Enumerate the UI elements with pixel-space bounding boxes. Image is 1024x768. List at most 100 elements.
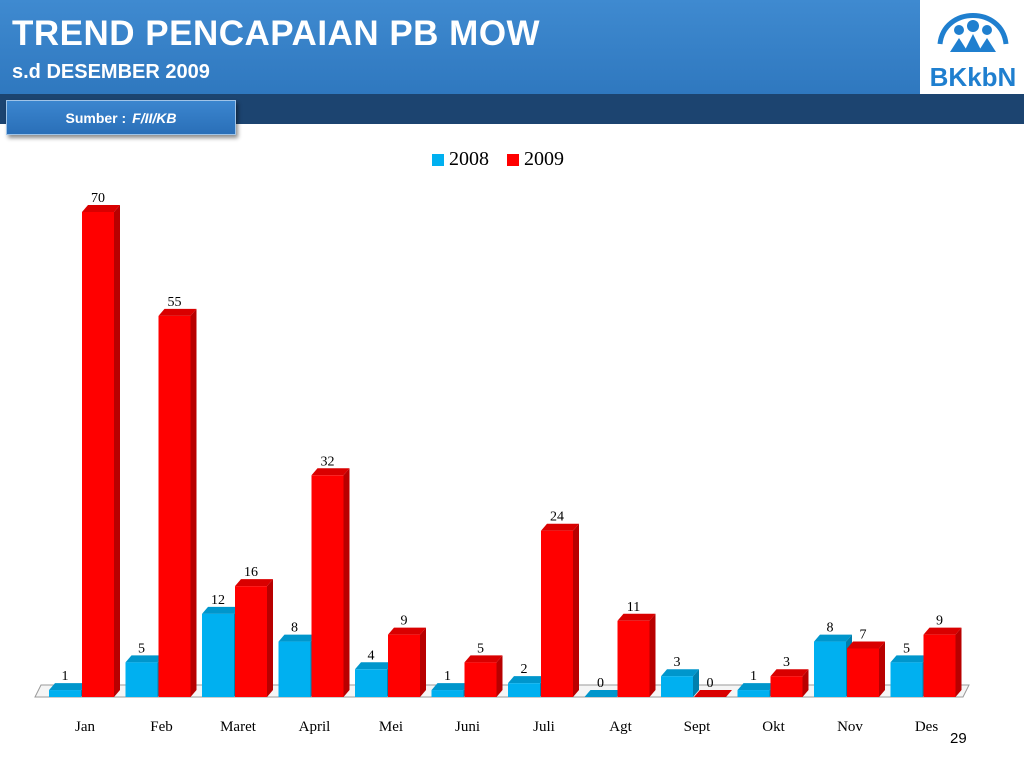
bkkbn-logo: BKkbN — [922, 0, 1024, 94]
legend-label-2009: 2009 — [524, 148, 564, 170]
source-label: Sumber : — [65, 109, 127, 126]
data-label-2008-mei: 4 — [368, 648, 375, 663]
bar-2009-mei-top — [388, 627, 426, 635]
bar-2009-juni-side — [496, 655, 503, 697]
bar-2009-sept-top — [694, 690, 732, 697]
bar-2009-feb-top — [158, 308, 197, 316]
bar-2008-maret-top — [202, 606, 240, 614]
bar-2009-maret — [235, 586, 267, 697]
bar-2008-okt — [737, 690, 770, 697]
bar-2009-okt-side — [802, 669, 809, 697]
x-tick-label-okt: Okt — [762, 719, 785, 735]
bar-2009-juni-top — [464, 655, 503, 663]
bar-2008-agt-top — [584, 690, 623, 697]
bar-2009-jan-top — [82, 205, 120, 212]
data-label-2009-maret: 16 — [244, 565, 258, 580]
bar-2008-okt-top — [737, 683, 776, 691]
page-number: 29 — [950, 730, 967, 747]
data-label-2009-nov: 7 — [860, 628, 867, 643]
bar-2009-juni — [464, 662, 497, 697]
bar-2009-nov-side — [879, 641, 885, 697]
bar-2008-mei-top — [355, 662, 393, 670]
bar-2008-feb-top — [125, 655, 164, 663]
bar-2009-april — [311, 475, 344, 697]
bar-2008-maret — [202, 613, 234, 697]
data-label-2008-nov: 8 — [827, 621, 834, 636]
data-label-2008-juni: 1 — [444, 669, 451, 684]
data-label-2009-juni: 5 — [477, 641, 484, 656]
bar-2008-april-top — [278, 634, 317, 642]
data-label-2008-okt: 1 — [750, 669, 757, 684]
bar-2009-agt-side — [649, 613, 656, 697]
bar-2008-des-top — [890, 655, 929, 663]
chart-legend: 2008 2009 — [432, 148, 564, 171]
bar-2008-april — [278, 641, 311, 697]
bar-2009-des-top — [923, 627, 962, 635]
bar-2009-nov-top — [847, 641, 885, 649]
data-label-2009-sept: 0 — [707, 676, 714, 691]
bar-2009-mei-side — [420, 627, 426, 697]
family-logo-icon: BKkbN — [930, 13, 1017, 92]
data-label-2009-april: 32 — [321, 454, 335, 469]
bar-2008-nov — [814, 641, 846, 697]
data-label-2008-agt: 0 — [597, 676, 604, 691]
data-label-2008-des: 5 — [903, 641, 910, 656]
bar-2009-des-side — [955, 627, 962, 697]
page-title: TREND PENCAPAIAN PB MOW — [12, 14, 541, 53]
data-label-2009-feb: 55 — [168, 295, 182, 310]
data-label-2008-april: 8 — [291, 621, 298, 636]
bar-2009-feb-side — [190, 308, 197, 697]
x-tick-label-april: April — [299, 719, 331, 735]
x-tick-label-des: Des — [915, 719, 938, 735]
bar-2008-jan — [49, 690, 81, 697]
bar-2009-agt-top — [617, 613, 656, 621]
legend-swatch-2008 — [432, 153, 444, 166]
bar-2009-maret-top — [235, 579, 273, 587]
bar-2009-jan-side — [114, 205, 120, 697]
bar-2009-jan — [82, 212, 114, 697]
bar-2009-juli-side — [573, 523, 579, 697]
page-subtitle: s.d DESEMBER 2009 — [12, 61, 210, 83]
legend-label-2008: 2008 — [449, 148, 489, 170]
logo-text: BKkbN — [930, 62, 1017, 92]
bar-2009-april-side — [343, 468, 350, 697]
bar-2008-mei — [355, 669, 387, 697]
bar-2008-feb — [125, 662, 158, 697]
x-tick-label-nov: Nov — [837, 719, 863, 735]
x-tick-label-jan: Jan — [75, 719, 95, 735]
bar-2008-jan-top — [49, 683, 87, 691]
legend-item-2009: 2009 — [507, 148, 564, 171]
bar-2008-sept — [661, 676, 693, 697]
data-label-2008-maret: 12 — [211, 593, 225, 608]
x-tick-label-feb: Feb — [150, 719, 173, 735]
bar-2009-okt-top — [770, 669, 809, 677]
bar-2009-juli-top — [541, 523, 579, 531]
x-tick-label-mei: Mei — [379, 719, 403, 735]
data-label-2009-mei: 9 — [401, 614, 408, 629]
data-label-2008-feb: 5 — [138, 641, 145, 656]
bar-2009-nov — [847, 648, 879, 697]
source-box: Sumber : F/II/KB — [6, 100, 236, 135]
bar-2009-april-top — [311, 468, 350, 476]
data-label-2008-sept: 3 — [674, 655, 681, 670]
bar-2009-maret-side — [267, 579, 273, 697]
data-label-2008-jan: 1 — [62, 669, 69, 684]
bar-2009-feb — [158, 315, 191, 697]
data-label-2009-jan: 70 — [91, 191, 105, 206]
bar-2009-mei — [388, 634, 420, 697]
x-tick-label-sept: Sept — [684, 719, 712, 735]
bar-2008-nov-top — [814, 634, 852, 642]
x-tick-label-agt: Agt — [609, 719, 632, 735]
legend-item-2008: 2008 — [432, 148, 489, 171]
bar-2009-okt — [770, 676, 803, 697]
bar-2008-sept-top — [661, 669, 699, 677]
bar-2008-juni-top — [431, 683, 470, 691]
source-value: F/II/KB — [132, 109, 177, 126]
bar-2008-juli-top — [508, 676, 546, 684]
x-tick-label-maret: Maret — [220, 719, 257, 735]
bar-2008-juli — [508, 683, 540, 697]
data-label-2009-des: 9 — [936, 614, 943, 629]
bar-2009-juli — [541, 530, 573, 697]
x-tick-label-juli: Juli — [533, 719, 555, 735]
